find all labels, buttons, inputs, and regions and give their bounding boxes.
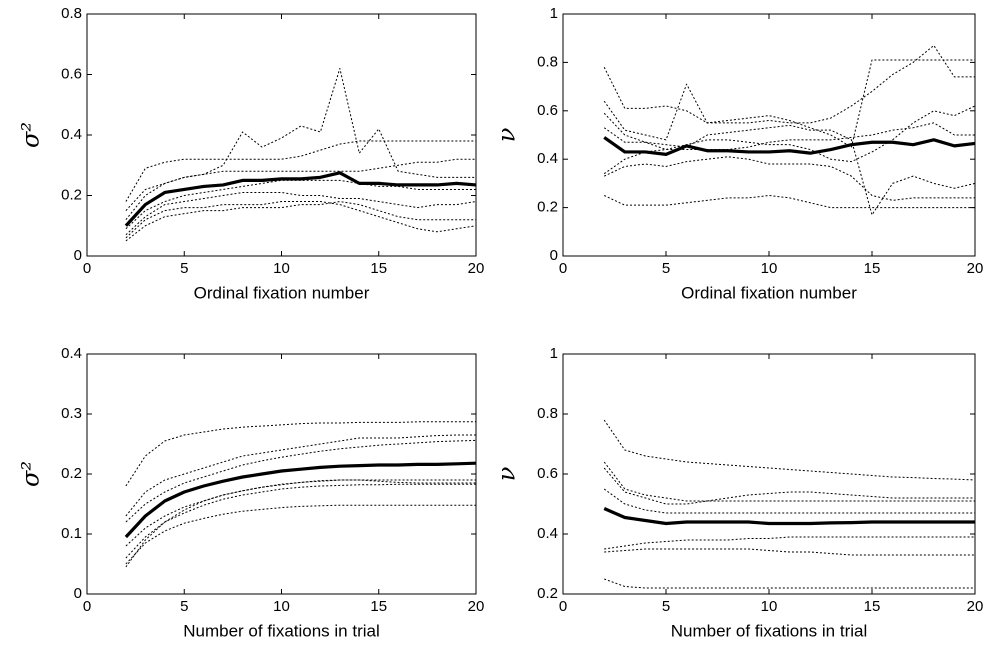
axes-box xyxy=(86,13,477,257)
subject-line xyxy=(125,421,476,487)
x-tick-label: 0 xyxy=(83,260,91,277)
y-tick-label: 0.4 xyxy=(537,525,558,542)
x-tick-label: 20 xyxy=(967,260,984,277)
x-axis-label: Ordinal fixation number xyxy=(194,283,370,302)
y-tick-label: 1 xyxy=(550,345,558,362)
y-tick-label: 0 xyxy=(550,247,558,264)
y-axis-label: σ² xyxy=(17,461,45,487)
x-axis-label: Ordinal fixation number xyxy=(681,283,857,302)
y-tick-label: 0.8 xyxy=(537,405,558,422)
x-tick-label: 20 xyxy=(967,598,984,615)
mean-line xyxy=(603,136,976,156)
x-axis-label: Number of fixations in trial xyxy=(671,621,868,640)
subject-line xyxy=(125,504,476,565)
subject-line xyxy=(603,156,975,201)
subject-line xyxy=(125,140,476,202)
subject-line xyxy=(603,122,975,151)
x-axis-label: Number of fixations in trial xyxy=(183,621,380,640)
subject-line xyxy=(603,419,976,481)
x-tick-label: 0 xyxy=(83,598,91,615)
mean-line xyxy=(124,171,477,227)
x-tick-label: 5 xyxy=(180,260,188,277)
y-tick-label: 0.3 xyxy=(61,405,82,422)
x-tick-label: 5 xyxy=(180,598,188,615)
y-axis-label: ν xyxy=(493,128,521,143)
y-axis-label: ν xyxy=(493,467,521,482)
x-tick-label: 5 xyxy=(662,260,670,277)
y-tick-label: 0.8 xyxy=(61,5,82,22)
subject-line xyxy=(603,105,976,175)
y-tick-label: 0.8 xyxy=(537,53,558,70)
y-tick-label: 0.2 xyxy=(61,186,82,203)
y-tick-label: 0.2 xyxy=(537,199,558,216)
y-tick-label: 0.6 xyxy=(537,102,558,119)
x-tick-label: 20 xyxy=(468,260,485,277)
axes-box xyxy=(562,353,976,595)
x-tick-label: 5 xyxy=(662,598,670,615)
y-tick-label: 0.4 xyxy=(61,345,82,362)
x-tick-label: 15 xyxy=(370,260,387,277)
subject-line xyxy=(125,201,477,239)
mean-line xyxy=(603,507,975,526)
y-tick-label: 0 xyxy=(74,585,82,602)
subject-line xyxy=(125,439,477,523)
x-tick-label: 20 xyxy=(468,598,485,615)
x-tick-label: 0 xyxy=(559,260,567,277)
y-tick-label: 0.1 xyxy=(61,525,82,542)
subject-line xyxy=(125,201,476,242)
subject-line xyxy=(125,179,476,230)
x-tick-label: 10 xyxy=(761,260,778,277)
y-tick-label: 0.4 xyxy=(537,150,558,167)
x-tick-label: 15 xyxy=(864,260,881,277)
subject-line xyxy=(603,59,975,148)
subject-line xyxy=(125,67,476,211)
subject-line xyxy=(125,191,477,236)
subject-line xyxy=(603,467,975,505)
y-tick-label: 0.6 xyxy=(61,65,82,82)
subject-line xyxy=(125,158,476,221)
subject-line xyxy=(603,44,975,124)
subject-line xyxy=(603,195,975,209)
y-tick-label: 0.2 xyxy=(61,465,82,482)
subject-line xyxy=(604,536,975,550)
y-tick-label: 1 xyxy=(550,5,558,22)
subject-line xyxy=(604,578,975,589)
y-tick-label: 0.2 xyxy=(537,585,558,602)
axes-box xyxy=(86,353,477,595)
y-tick-label: 0.6 xyxy=(537,465,558,482)
subject-line xyxy=(603,461,975,502)
x-tick-label: 10 xyxy=(273,598,290,615)
mean-line xyxy=(124,461,477,539)
x-tick-label: 10 xyxy=(761,598,778,615)
y-tick-label: 0.4 xyxy=(61,126,82,143)
subject-line xyxy=(125,479,476,547)
subject-line xyxy=(603,112,976,216)
subject-line xyxy=(125,479,476,568)
x-tick-label: 0 xyxy=(559,598,567,615)
subject-line xyxy=(604,548,975,556)
x-tick-label: 10 xyxy=(273,260,290,277)
subject-line xyxy=(125,434,476,517)
x-tick-label: 15 xyxy=(370,598,387,615)
y-tick-label: 0 xyxy=(74,247,82,264)
x-tick-label: 15 xyxy=(864,598,881,615)
y-axis-label: σ² xyxy=(17,122,45,148)
